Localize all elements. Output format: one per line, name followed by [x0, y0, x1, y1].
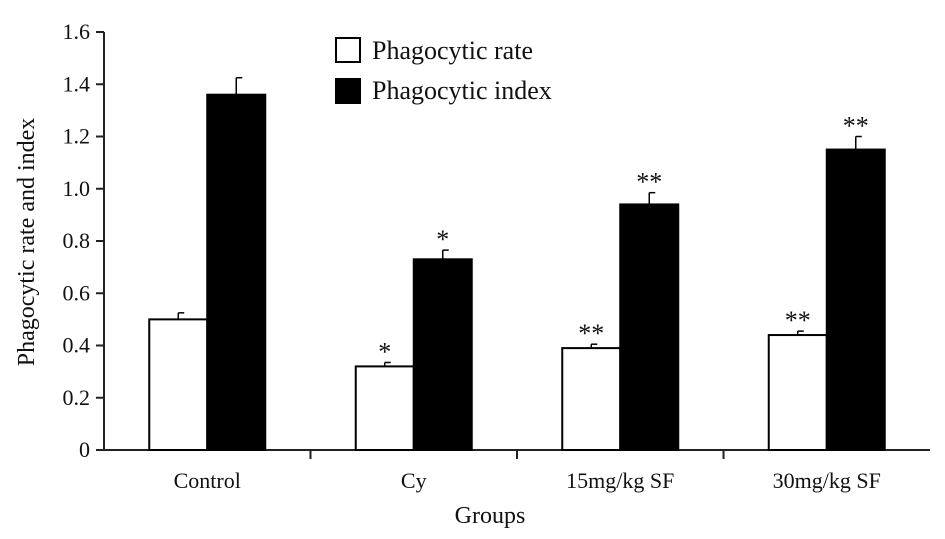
legend: Phagocytic rate Phagocytic index	[335, 36, 552, 105]
y-tick-label: 0.2	[63, 385, 91, 410]
legend-label-index: Phagocytic index	[372, 76, 552, 105]
y-tick-label: 1.2	[63, 124, 91, 149]
significance-marker: **	[843, 112, 869, 141]
x-tick-label: 30mg/kg SF	[773, 468, 881, 493]
legend-label-rate: Phagocytic rate	[372, 36, 533, 65]
significance-marker: **	[636, 168, 662, 197]
bar-phagocytic-index	[206, 93, 267, 451]
bar-phagocytic-rate	[767, 334, 828, 451]
y-tick-label: 1.4	[63, 71, 91, 96]
bar-phagocytic-index	[825, 148, 886, 451]
x-axis-title: Groups	[455, 503, 526, 529]
y-tick-label: 0.4	[63, 333, 91, 358]
legend-swatch-index	[335, 78, 361, 104]
significance-marker: *	[378, 337, 391, 366]
x-tick-label: Cy	[401, 468, 427, 493]
bar-phagocytic-rate	[561, 347, 622, 451]
y-tick-label: 1.0	[63, 176, 91, 201]
y-tick-label: 0.6	[63, 280, 91, 305]
legend-swatch-rate	[335, 37, 361, 63]
y-tick-label: 0.8	[63, 228, 91, 253]
bar-phagocytic-index	[619, 203, 680, 451]
significance-marker: *	[436, 225, 449, 254]
bar-phagocytic-rate	[148, 318, 209, 451]
x-tick-label: Control	[174, 468, 241, 493]
bar-phagocytic-index	[412, 258, 473, 451]
significance-marker: **	[785, 306, 811, 335]
y-tick-label: 1.6	[63, 19, 91, 44]
x-tick-label: 15mg/kg SF	[566, 468, 674, 493]
bar-phagocytic-rate	[354, 365, 415, 451]
significance-marker: **	[578, 319, 604, 348]
y-axis-title: Phagocytic rate and index	[14, 118, 40, 367]
y-tick-label: 0	[79, 437, 90, 462]
